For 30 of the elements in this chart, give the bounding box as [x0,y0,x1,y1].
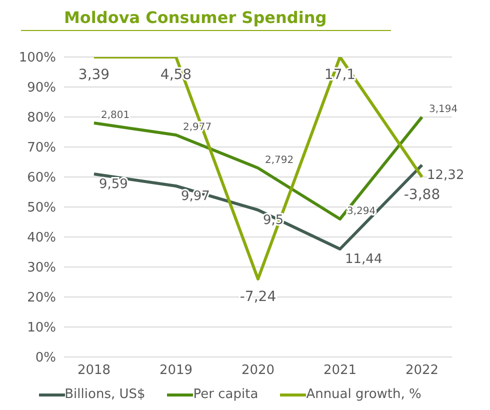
legend-label: Annual growth, % [305,387,422,402]
y-tick-label: 40% [27,230,56,246]
annotation: 9,59 [99,177,128,192]
y-tick-label: 60% [27,170,56,186]
x-tick-label: 2018 [77,363,111,378]
annotation: 2,801 [101,110,130,121]
chart-title: Moldova Consumer Spending [63,8,328,29]
y-tick-label: 90% [27,80,56,96]
legend-label: Per capita [192,387,258,402]
annotation: 11,44 [345,252,382,267]
annotation: 3,194 [429,104,458,115]
y-tick-label: 30% [27,260,56,276]
y-tick-label: 100% [18,50,56,66]
annotation: -3,88 [404,187,440,203]
annotation: 2,792 [265,155,294,166]
y-tick-label: 0% [35,350,56,366]
annotation: 9,97 [181,189,210,204]
x-tick-label: 2021 [323,363,357,378]
annotation: 3,39 [78,67,110,83]
y-tick-label: 50% [27,200,56,216]
annotation: 12,32 [427,168,464,183]
y-tick-label: 80% [27,110,56,126]
x-tick-label: 2019 [159,363,193,378]
y-tick-label: 70% [27,140,56,156]
x-tick-label: 2020 [241,363,275,378]
legend-label: Billions, US$ [64,387,146,402]
y-tick-label: 10% [27,320,56,336]
annotation: -7,24 [240,289,276,305]
x-tick-label: 2022 [405,363,439,378]
y-tick-label: 20% [27,290,56,306]
